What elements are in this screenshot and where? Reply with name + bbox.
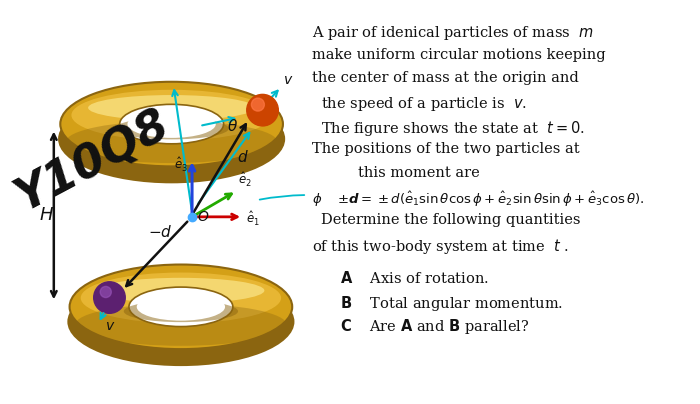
Ellipse shape xyxy=(97,278,265,303)
Ellipse shape xyxy=(67,277,295,366)
Text: $\mathbf{C}$    Are $\mathbf{A}$ and $\mathbf{B}$ parallel?: $\mathbf{C}$ Are $\mathbf{A}$ and $\math… xyxy=(340,317,529,336)
Text: $H$: $H$ xyxy=(39,206,54,224)
Circle shape xyxy=(100,286,111,298)
Ellipse shape xyxy=(136,293,225,321)
Text: $\mathbf{A}$    Axis of rotation.: $\mathbf{A}$ Axis of rotation. xyxy=(340,270,489,286)
Text: the speed of a particle is  $v$.: the speed of a particle is $v$. xyxy=(321,95,527,113)
Ellipse shape xyxy=(69,265,292,349)
Text: $v$: $v$ xyxy=(105,319,116,333)
Ellipse shape xyxy=(88,95,255,120)
Text: $\hat{e}_3$: $\hat{e}_3$ xyxy=(174,156,188,174)
Ellipse shape xyxy=(127,110,216,138)
Text: $\hat{e}_2$: $\hat{e}_2$ xyxy=(239,171,252,189)
Ellipse shape xyxy=(80,273,281,323)
Text: make uniform circular motions keeping: make uniform circular motions keeping xyxy=(312,48,606,61)
Text: $d$: $d$ xyxy=(237,149,248,165)
Ellipse shape xyxy=(75,303,287,346)
Circle shape xyxy=(94,282,125,314)
Ellipse shape xyxy=(71,90,272,141)
Text: A pair of idenical particles of mass  $m$: A pair of idenical particles of mass $m$ xyxy=(312,24,594,42)
Text: The figure shows the state at  $t = 0$.: The figure shows the state at $t = 0$. xyxy=(321,118,585,137)
Text: $\theta$: $\theta$ xyxy=(228,118,238,135)
Ellipse shape xyxy=(120,104,223,144)
Text: Determine the following quantities: Determine the following quantities xyxy=(321,213,580,227)
Ellipse shape xyxy=(58,95,285,183)
Text: the center of mass at the origin and: the center of mass at the origin and xyxy=(312,71,578,85)
Ellipse shape xyxy=(124,301,238,322)
Ellipse shape xyxy=(129,287,233,326)
Text: of this two-body system at time  $t$ .: of this two-body system at time $t$ . xyxy=(312,237,569,256)
Text: $\phi$    $\pm\boldsymbol{d} = \pm d(\hat{e}_1 \sin\theta\cos\phi + \hat{e}_2 \s: $\phi$ $\pm\boldsymbol{d} = \pm d(\hat{e… xyxy=(312,189,645,208)
Text: this moment are: this moment are xyxy=(358,166,480,180)
Text: $O$: $O$ xyxy=(197,210,209,223)
Ellipse shape xyxy=(60,82,283,166)
Ellipse shape xyxy=(66,121,277,163)
Text: $\mathbf{B}$    Total angular momentum.: $\mathbf{B}$ Total angular momentum. xyxy=(340,294,563,313)
Text: Y10Q8: Y10Q8 xyxy=(8,103,177,221)
Text: $v$: $v$ xyxy=(283,73,293,87)
Text: $-d$: $-d$ xyxy=(148,224,172,240)
Ellipse shape xyxy=(115,118,229,139)
Text: $\hat{e}_1$: $\hat{e}_1$ xyxy=(246,210,260,228)
Circle shape xyxy=(251,98,265,111)
Circle shape xyxy=(247,95,279,126)
Text: The positions of the two particles at: The positions of the two particles at xyxy=(312,142,580,156)
